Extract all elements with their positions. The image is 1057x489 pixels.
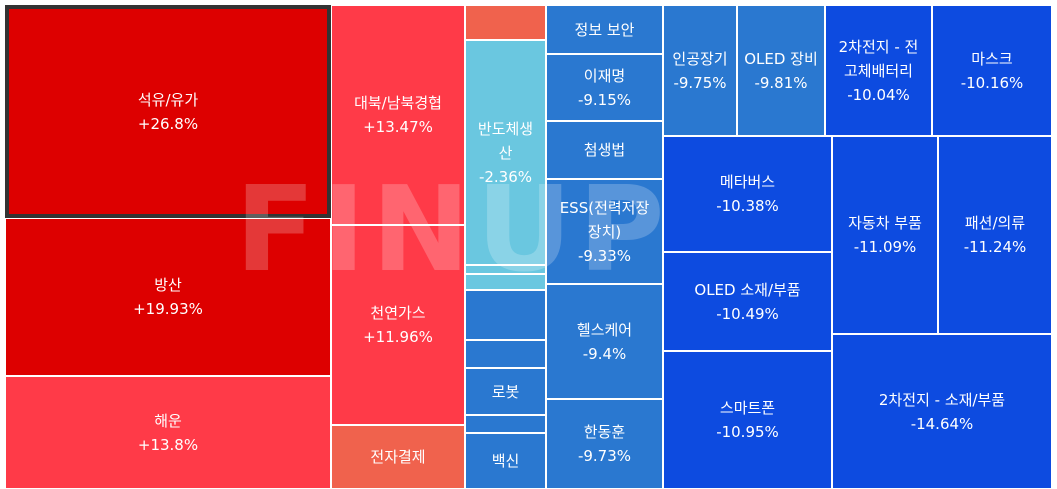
tile-name: 해운 [154,411,182,430]
treemap-tile-2차전지-전고체배터리[interactable]: 2차전지 - 전고체배터리 -10.04% [825,5,932,136]
treemap-tile-석유-유가[interactable]: 석유/유가 +26.8% [5,5,331,218]
treemap-tile-이재명[interactable]: 이재명 -9.15% [546,54,663,121]
tile-change: -9.4% [582,344,627,363]
tile-name: 이재명 [583,66,626,85]
treemap-tile-메타버스[interactable]: 메타버스 -10.38% [663,136,832,252]
tile-change: -10.49% [716,304,779,323]
treemap-tile-반도체생산[interactable]: 반도체생산 -2.36% [465,40,546,265]
treemap-tile-한동훈[interactable]: 한동훈 -9.73% [546,399,663,489]
tile-name: 인공장기 [672,49,728,68]
tile-name: ESS(전력저장장치) [559,198,650,241]
treemap-tile-대북-남북경협[interactable]: 대북/남북경협 +13.47% [331,5,465,225]
treemap-tile-정보-보안[interactable]: 정보 보안 [546,5,663,54]
tile-name: 첨생법 [583,141,626,159]
treemap-tile-백신[interactable]: 백신 [465,433,546,489]
tile-change: +13.47% [363,118,433,136]
tile-change: +19.93% [133,300,203,318]
treemap-tile-천연가스[interactable]: 천연가스 +11.96% [331,225,465,425]
tile-name: 한동훈 [583,423,626,441]
treemap-tile-oled-장비[interactable]: OLED 장비 -9.81% [737,5,825,136]
tile-name: 스마트폰 [719,399,776,417]
tile-change: -10.38% [716,197,779,215]
tile-name: 마스크 [971,49,1013,68]
tile-name: 정보 보안 [574,20,635,39]
tile-name: 로봇 [491,382,520,401]
treemap-tile-방산[interactable]: 방산 +19.93% [5,218,331,376]
tile-name: 자동차 부품 [848,214,922,232]
treemap-tile-패션-의류[interactable]: 패션/의류 -11.24% [938,136,1052,334]
tile-name: 헬스케어 [576,320,633,339]
tile-change: -10.16% [960,73,1024,92]
treemap-tile-해운[interactable]: 해운 +13.8% [5,376,331,489]
treemap-tile-첨생법[interactable]: 첨생법 [546,121,663,179]
treemap-tile-전자결제[interactable]: 전자결제 [331,425,465,489]
treemap-tile-tile-6[interactable] [465,5,546,40]
tile-name: 2차전지 - 소재/부품 [878,390,1006,409]
tile-change: +26.8% [137,114,199,133]
treemap-tile-ess-전력저장장치[interactable]: ESS(전력저장장치) -9.33% [546,179,663,284]
treemap-tile-tile-11[interactable] [465,340,546,368]
treemap-tile-tile-13[interactable] [465,415,546,433]
tile-change: -11.24% [963,238,1027,256]
treemap-tile-2차전지-소재-부품[interactable]: 2차전지 - 소재/부품 -14.64% [832,334,1052,489]
treemap-tile-스마트폰[interactable]: 스마트폰 -10.95% [663,351,832,489]
treemap-tile-자동차-부품[interactable]: 자동차 부품 -11.09% [832,136,938,334]
tile-name: 대북/남북경협 [354,94,442,112]
tile-change: -11.09% [853,238,917,256]
tile-name: 석유/유가 [137,90,199,109]
tile-change: -9.73% [577,447,632,465]
tile-name: 백신 [491,452,520,470]
tile-change: +11.96% [363,328,433,346]
tile-change: -9.15% [577,90,632,109]
tile-name: 반도체생산 [477,119,534,162]
tile-name: 방산 [154,276,182,294]
treemap-tile-tile-10[interactable] [465,290,546,340]
treemap-tile-로봇[interactable]: 로봇 [465,368,546,415]
tile-change: -9.33% [577,246,632,265]
tile-change: -2.36% [478,167,533,186]
tile-change: -10.04% [847,85,910,104]
tile-change: -9.81% [754,73,808,92]
tile-change: +13.8% [137,435,199,454]
treemap-tile-tile-8[interactable] [465,265,546,274]
treemap-tile-헬스케어[interactable]: 헬스케어 -9.4% [546,284,663,399]
tile-name: 패션/의류 [964,214,1026,232]
treemap-tile-tile-9[interactable] [465,274,546,290]
tile-change: -9.75% [673,73,727,92]
tile-name: 메타버스 [719,173,776,191]
treemap-tile-인공장기[interactable]: 인공장기 -9.75% [663,5,737,136]
tile-change: -14.64% [910,414,974,433]
tile-change: -10.95% [716,423,779,441]
treemap-tile-oled-소재-부품[interactable]: OLED 소재/부품 -10.49% [663,252,832,351]
tile-name: 전자결제 [370,448,426,466]
tile-name: 천연가스 [370,304,426,322]
tile-name: OLED 장비 [744,49,818,68]
tile-name: 2차전지 - 전고체배터리 [838,37,919,80]
tile-name: OLED 소재/부품 [694,280,801,299]
treemap-tile-마스크[interactable]: 마스크 -10.16% [932,5,1052,136]
